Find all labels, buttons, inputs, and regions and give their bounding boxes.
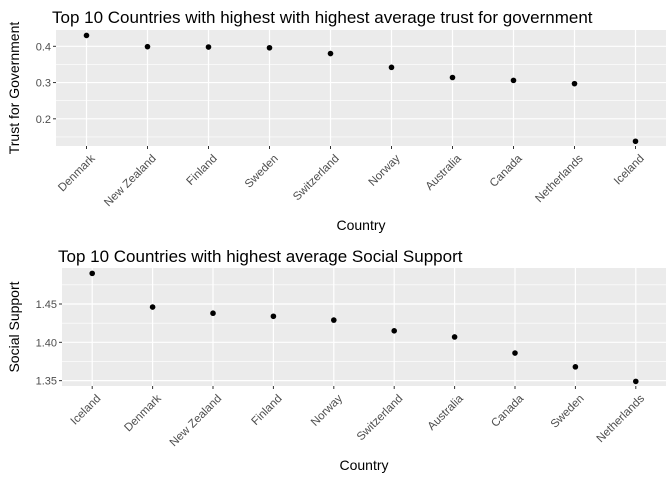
chart-1-points (83, 32, 639, 145)
x-tick-label: Netherlands (533, 153, 586, 206)
y-tick-label: 0.2 (36, 114, 51, 126)
data-point (572, 364, 579, 370)
y-tick-label: 1.35 (36, 376, 57, 388)
data-point (327, 50, 334, 57)
data-point (512, 350, 518, 356)
data-point (391, 328, 398, 334)
x-tick-label: Canada (489, 392, 526, 429)
x-tick-label: Iceland (69, 393, 104, 428)
chart-2-points (89, 270, 639, 385)
data-point (266, 44, 273, 51)
chart-2-y-ticks: 1.35 1.40 1.45 (36, 299, 62, 388)
y-tick-label: 1.45 (36, 299, 57, 311)
data-point (331, 317, 337, 323)
y-tick-label: 1.40 (36, 337, 57, 349)
x-tick-label: Switzerland (291, 153, 342, 204)
chart-1-x-axis-title: Country (336, 217, 385, 233)
y-tick-label: 0.3 (36, 78, 51, 90)
chart-2-y-axis-title: Social Support (6, 281, 22, 372)
x-tick-label: Switzerland (355, 393, 406, 444)
chart-1-x-ticks: Denmark New Zealand Finland Sweden Switzerla… (56, 146, 647, 209)
data-point (388, 64, 395, 71)
chart-1: Top 10 Countries with highest with highe… (6, 8, 666, 233)
data-point (83, 32, 90, 39)
data-point (571, 80, 578, 87)
x-tick-label: Finland (249, 393, 284, 428)
x-tick-label: Sweden (243, 153, 281, 191)
data-point (633, 378, 639, 385)
x-tick-label: Norway (309, 393, 345, 429)
data-point (451, 334, 458, 340)
data-point (149, 304, 156, 310)
x-tick-label: Australia (424, 152, 465, 193)
chart-1-y-axis-title: Trust for Government (6, 22, 22, 155)
chart-1-title: Top 10 Countries with highest with highe… (52, 8, 593, 27)
data-point (270, 313, 277, 320)
x-tick-label: Norway (367, 153, 403, 189)
x-tick-label: Canada (488, 152, 525, 189)
x-tick-label: Sweden (549, 393, 587, 431)
data-point (632, 138, 639, 145)
data-point (89, 270, 95, 277)
data-point (144, 43, 151, 50)
y-tick-label: 0.4 (36, 41, 51, 53)
x-tick-label: Iceland (612, 153, 647, 188)
x-tick-label: New Zealand (102, 153, 158, 209)
chart-2-x-ticks: Iceland Denmark New Zealand Finland Norway Sw… (69, 386, 647, 449)
data-point (210, 310, 216, 317)
data-point (449, 74, 456, 81)
x-tick-label: Denmark (122, 393, 164, 435)
x-tick-label: Denmark (56, 153, 98, 195)
data-point (510, 77, 517, 84)
x-tick-label: Finland (185, 153, 220, 188)
x-tick-label: Netherlands (595, 393, 648, 446)
chart-1-panel (56, 30, 666, 146)
data-point (205, 44, 212, 50)
x-tick-label: New Zealand (168, 393, 224, 449)
chart-2: Top 10 Countries with highest average So… (6, 247, 666, 473)
chart-2-title: Top 10 Countries with highest average So… (58, 247, 463, 266)
chart-1-y-ticks: 0.2 0.3 0.4 (36, 41, 56, 126)
chart-2-grid (62, 268, 666, 386)
x-tick-label: Australia (426, 392, 467, 433)
chart-2-panel (62, 268, 666, 386)
chart-2-x-axis-title: Country (339, 457, 388, 473)
